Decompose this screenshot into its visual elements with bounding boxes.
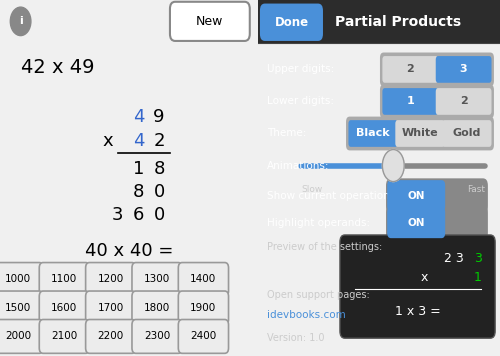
- Text: 0: 0: [154, 183, 165, 201]
- Text: Version: 1.0: Version: 1.0: [267, 333, 324, 343]
- Text: ON: ON: [407, 191, 424, 201]
- FancyBboxPatch shape: [258, 0, 500, 43]
- FancyBboxPatch shape: [86, 320, 136, 353]
- Text: Preview of the settings:: Preview of the settings:: [267, 242, 382, 252]
- Text: 4: 4: [132, 132, 144, 150]
- FancyBboxPatch shape: [132, 291, 182, 325]
- Text: 3: 3: [474, 252, 482, 265]
- Text: x: x: [420, 271, 428, 284]
- Text: White: White: [402, 129, 438, 138]
- FancyBboxPatch shape: [86, 263, 136, 296]
- Text: Slow: Slow: [301, 185, 322, 194]
- Text: 2300: 2300: [144, 331, 170, 341]
- Text: 2400: 2400: [190, 331, 216, 341]
- Text: Upper digits:: Upper digits:: [267, 64, 334, 74]
- Text: 1000: 1000: [5, 274, 31, 284]
- FancyBboxPatch shape: [132, 263, 182, 296]
- Text: Animations:: Animations:: [267, 161, 330, 171]
- Text: Show current operation:: Show current operation:: [267, 191, 394, 201]
- FancyBboxPatch shape: [348, 120, 398, 147]
- Text: 1600: 1600: [52, 303, 78, 313]
- Text: i: i: [18, 16, 22, 26]
- Text: 2: 2: [460, 96, 468, 106]
- Text: 1: 1: [133, 160, 144, 178]
- FancyBboxPatch shape: [380, 52, 494, 86]
- Text: 1200: 1200: [98, 274, 124, 284]
- FancyBboxPatch shape: [40, 320, 90, 353]
- Text: Open support pages:: Open support pages:: [267, 290, 370, 300]
- FancyBboxPatch shape: [40, 263, 90, 296]
- Text: 42 x 49: 42 x 49: [20, 58, 94, 77]
- Text: x: x: [102, 132, 114, 150]
- Text: 1 x 3 =: 1 x 3 =: [394, 305, 440, 318]
- Text: 1700: 1700: [98, 303, 124, 313]
- Text: 6: 6: [133, 206, 144, 224]
- FancyBboxPatch shape: [0, 320, 43, 353]
- Text: 2200: 2200: [98, 331, 124, 341]
- FancyBboxPatch shape: [386, 205, 488, 240]
- Text: 1900: 1900: [190, 303, 216, 313]
- Text: Gold: Gold: [452, 129, 481, 138]
- Text: 1300: 1300: [144, 274, 170, 284]
- FancyBboxPatch shape: [178, 320, 228, 353]
- Circle shape: [382, 150, 404, 182]
- Text: 1800: 1800: [144, 303, 170, 313]
- Text: 4: 4: [132, 109, 144, 126]
- FancyBboxPatch shape: [86, 291, 136, 325]
- FancyBboxPatch shape: [396, 120, 444, 147]
- FancyBboxPatch shape: [387, 180, 445, 211]
- FancyBboxPatch shape: [436, 56, 492, 83]
- FancyBboxPatch shape: [386, 178, 488, 213]
- Text: Fast: Fast: [468, 185, 485, 194]
- FancyBboxPatch shape: [170, 2, 250, 41]
- Text: 1: 1: [474, 271, 482, 284]
- FancyBboxPatch shape: [340, 235, 495, 338]
- FancyBboxPatch shape: [346, 117, 494, 150]
- Text: 1: 1: [406, 96, 414, 106]
- Text: 2000: 2000: [5, 331, 31, 341]
- Text: Done: Done: [274, 16, 308, 29]
- Text: Partial Products: Partial Products: [335, 15, 461, 29]
- Text: Lower digits:: Lower digits:: [267, 96, 334, 106]
- Text: Highlight operands:: Highlight operands:: [267, 218, 370, 227]
- Text: 2: 2: [406, 64, 414, 74]
- Text: 8: 8: [133, 183, 144, 201]
- Text: 1400: 1400: [190, 274, 216, 284]
- Text: 3: 3: [460, 64, 468, 74]
- FancyBboxPatch shape: [436, 88, 492, 115]
- FancyBboxPatch shape: [178, 263, 228, 296]
- Text: 2 3: 2 3: [444, 252, 464, 265]
- FancyBboxPatch shape: [0, 291, 43, 325]
- FancyBboxPatch shape: [382, 88, 438, 115]
- Text: ON: ON: [407, 218, 424, 227]
- FancyBboxPatch shape: [382, 56, 438, 83]
- Text: 2100: 2100: [52, 331, 78, 341]
- Text: 40 x 40 =: 40 x 40 =: [84, 242, 173, 260]
- FancyBboxPatch shape: [132, 320, 182, 353]
- Circle shape: [10, 7, 31, 36]
- FancyBboxPatch shape: [178, 291, 228, 325]
- Text: 8: 8: [154, 160, 165, 178]
- Text: 1500: 1500: [5, 303, 31, 313]
- FancyBboxPatch shape: [40, 291, 90, 325]
- Text: 1100: 1100: [52, 274, 78, 284]
- Text: Theme:: Theme:: [267, 129, 306, 138]
- Text: 0: 0: [154, 206, 165, 224]
- FancyBboxPatch shape: [0, 263, 43, 296]
- FancyBboxPatch shape: [387, 207, 445, 238]
- Text: idevbooks.com: idevbooks.com: [267, 310, 346, 320]
- FancyBboxPatch shape: [442, 120, 492, 147]
- FancyBboxPatch shape: [380, 85, 494, 118]
- Text: 9: 9: [154, 109, 165, 126]
- Text: 2: 2: [154, 132, 165, 150]
- Text: Black: Black: [356, 129, 390, 138]
- Text: New: New: [196, 15, 224, 28]
- Text: 3: 3: [112, 206, 124, 224]
- FancyBboxPatch shape: [260, 4, 323, 41]
